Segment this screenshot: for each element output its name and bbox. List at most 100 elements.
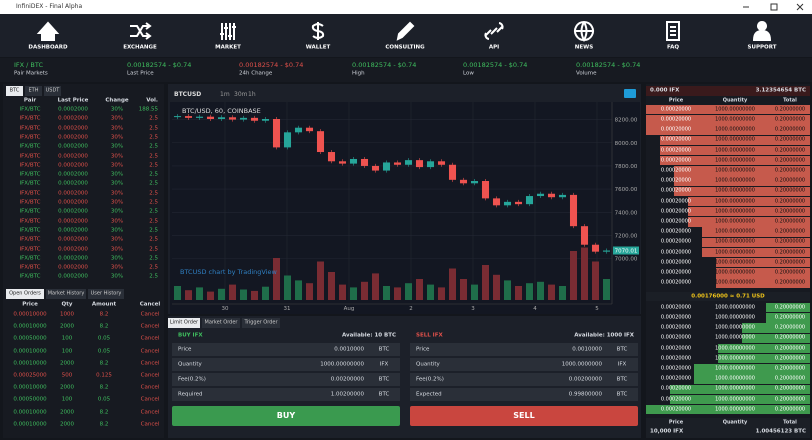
field-value[interactable]: 1000.00000000 [320, 360, 364, 367]
nav-label[interactable]: CONSULTING [385, 44, 425, 51]
form-row[interactable] [410, 358, 638, 371]
orders-tab[interactable] [6, 289, 44, 299]
bid-cell: 0.20000000 [774, 365, 806, 372]
market-cell: IFX/BTC [19, 264, 41, 271]
sell-button[interactable] [410, 406, 638, 426]
nav-label[interactable]: API [488, 44, 500, 51]
cancel-link[interactable]: Cancel [140, 347, 160, 354]
orders-tab[interactable] [46, 289, 86, 299]
cancel-link[interactable]: Cancel [140, 360, 160, 367]
market-tab-label[interactable]: USDT [45, 87, 60, 94]
icon-shape [396, 21, 415, 41]
field-value[interactable]: 0.0010000 [572, 345, 602, 352]
market-cell: 2.5 [149, 143, 158, 150]
cancel-link[interactable]: Cancel [140, 396, 160, 403]
orders-tab-label[interactable]: Open Orders [9, 290, 41, 297]
form-row[interactable] [410, 343, 638, 356]
volume-bar [405, 283, 412, 300]
field-unit: IFX [379, 360, 389, 367]
bid-cell: 1000.00000000 [715, 324, 755, 331]
bid-cell: 1000.00000000 [715, 375, 755, 382]
order-type-tab[interactable] [168, 318, 200, 328]
chart-title: BTC/USD, 60, COINBASE [182, 107, 261, 115]
close[interactable] [796, 3, 804, 11]
window-controls[interactable] [735, 2, 810, 12]
cancel-link[interactable]: Cancel [140, 421, 160, 428]
market-cell: IFX/BTC [19, 115, 41, 122]
nav-icon[interactable] [36, 20, 60, 42]
cancel-link[interactable]: Cancel [140, 408, 160, 415]
form-row[interactable] [172, 358, 400, 371]
maximize[interactable] [770, 3, 778, 11]
candle [437, 161, 446, 165]
candle [195, 116, 204, 118]
ask-cell: 0.00020000 [660, 157, 692, 164]
nav-label[interactable]: WALLET [305, 44, 331, 51]
nav-label[interactable]: SUPPORT [747, 44, 777, 51]
nav-icon[interactable] [750, 20, 774, 42]
nav-icon[interactable] [128, 20, 152, 42]
order-type-label[interactable]: Market Order [204, 319, 238, 326]
ask-cell: 1000.00000000 [715, 187, 755, 194]
nav-icon[interactable] [216, 20, 240, 42]
buy-button-label[interactable]: BUY [276, 411, 296, 420]
nav-icon[interactable] [393, 20, 417, 42]
order-type-label[interactable]: Trigger Order [244, 319, 278, 326]
order-type-label[interactable]: Limit Order [169, 319, 199, 326]
nav-label[interactable]: DASHBOARD [28, 44, 68, 51]
nav-icon[interactable] [572, 20, 596, 42]
nav-icon[interactable] [661, 20, 685, 42]
form-row [172, 388, 400, 401]
orders-cell: 0.00010000 [13, 408, 47, 415]
market-column: Pair [23, 97, 37, 104]
ticker-value: 0.00182574 - $0.74 [352, 60, 417, 69]
orders-cell: 0.00010000 [13, 360, 47, 367]
cancel-link[interactable]: Cancel [140, 384, 160, 391]
ask-depth [702, 227, 810, 237]
orders-tab[interactable] [88, 289, 124, 299]
x-tick-label: 30 [222, 306, 229, 312]
cancel-link[interactable]: Cancel [140, 323, 160, 330]
cancel-link[interactable]: Cancel [140, 335, 160, 342]
cancel-link[interactable]: Cancel [140, 311, 160, 318]
field-label: Required [178, 390, 203, 397]
nav-label[interactable]: FAQ [666, 44, 680, 51]
orders-tab-label[interactable]: Market History [47, 290, 85, 297]
field-value[interactable]: 1000.0000000 [561, 360, 602, 367]
field-label: Quantity [416, 360, 440, 367]
volume-bar [570, 251, 577, 300]
market-cell: IFX/BTC [19, 217, 41, 224]
nav-label[interactable]: MARKET [215, 44, 241, 51]
field-label: Quantity [178, 360, 202, 367]
ticker-label: Volume [576, 70, 597, 77]
market-tab-label[interactable]: ETH [28, 87, 39, 94]
volume-bar [361, 281, 368, 300]
market-cell: IFX/BTC [19, 189, 41, 196]
candle [316, 131, 325, 153]
ask-cell: 1000.00000000 [715, 106, 755, 113]
bid-cell: 1000.00000000 [715, 345, 755, 351]
nav-label[interactable]: NEWS [574, 44, 594, 51]
field-value[interactable]: 0.0010000 [334, 345, 364, 352]
orders-tab-label[interactable]: User History [90, 290, 122, 297]
market-tab-label[interactable]: BTC [9, 87, 20, 94]
cancel-link[interactable]: Cancel [140, 372, 160, 379]
order-type-tab[interactable] [202, 318, 240, 328]
market-tab[interactable] [25, 86, 42, 96]
market-cell: 2.5 [149, 273, 158, 280]
nav-icon[interactable] [306, 20, 330, 42]
orders-cell: 1000 [60, 311, 74, 318]
candle [360, 158, 369, 166]
ask-cell: 0.20000000 [774, 126, 806, 133]
market-tab[interactable] [6, 86, 23, 96]
form-row[interactable] [172, 343, 400, 356]
order-type-tab[interactable] [242, 318, 280, 328]
market-cell: 2.5 [149, 227, 158, 234]
sell-button-label[interactable]: SELL [513, 411, 535, 420]
nav-label[interactable]: EXCHANGE [123, 44, 157, 51]
x-tick-label: 31 [284, 306, 291, 312]
market-tab[interactable] [44, 86, 61, 96]
buy-button[interactable] [172, 406, 400, 426]
nav-icon[interactable] [482, 20, 506, 42]
market-cell: 2.5 [149, 245, 158, 252]
